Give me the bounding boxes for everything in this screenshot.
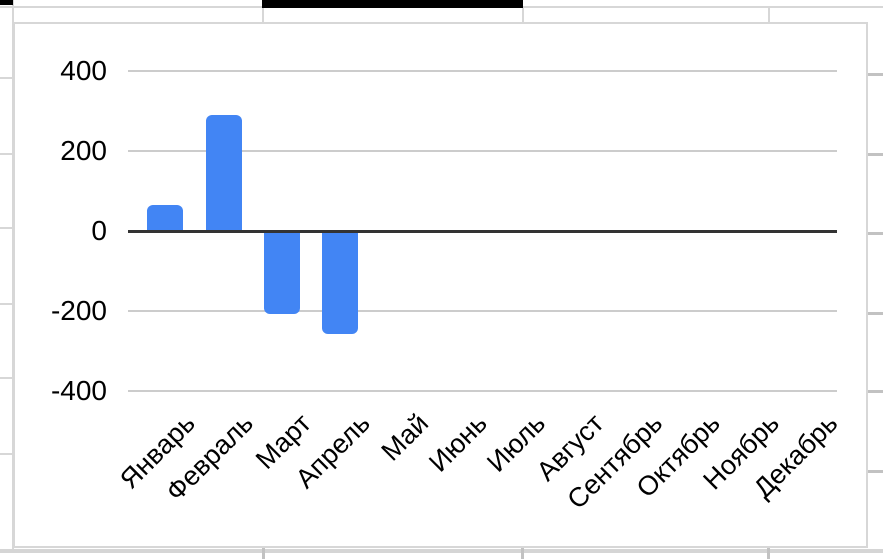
row-gridline-stub-left: [0, 153, 13, 155]
row-gridline-stub-right: [868, 390, 883, 393]
row-gridline-stub-right: [868, 153, 883, 156]
row-gridline-stub-left: [0, 453, 13, 455]
row-gridline-stub-left: [0, 303, 13, 305]
row-gridline-stub-right: [868, 470, 883, 473]
embedded-chart[interactable]: [13, 22, 868, 548]
row-gridline-stub-right: [868, 232, 883, 235]
column-gridline-stub-bottom: [767, 546, 770, 559]
column-gridline-stub: [768, 8, 770, 22]
row-gridline-stub-right: [868, 73, 883, 76]
column-gridline-stub: [262, 8, 264, 22]
column-gridline-stub-bottom: [521, 546, 524, 559]
row-boundary-bottom: [0, 549, 883, 553]
black-cell-bar: [262, 0, 523, 8]
row-gridline-stub-left: [0, 227, 13, 229]
row-gridline-stub-left: [0, 77, 13, 79]
row-gridline-stub-left: [0, 377, 13, 379]
black-cell-corner: [0, 0, 13, 5]
column-gridline-stub: [522, 8, 524, 22]
column-gridline-stub-bottom: [262, 546, 265, 559]
row-gridline-stub-right: [868, 312, 883, 315]
